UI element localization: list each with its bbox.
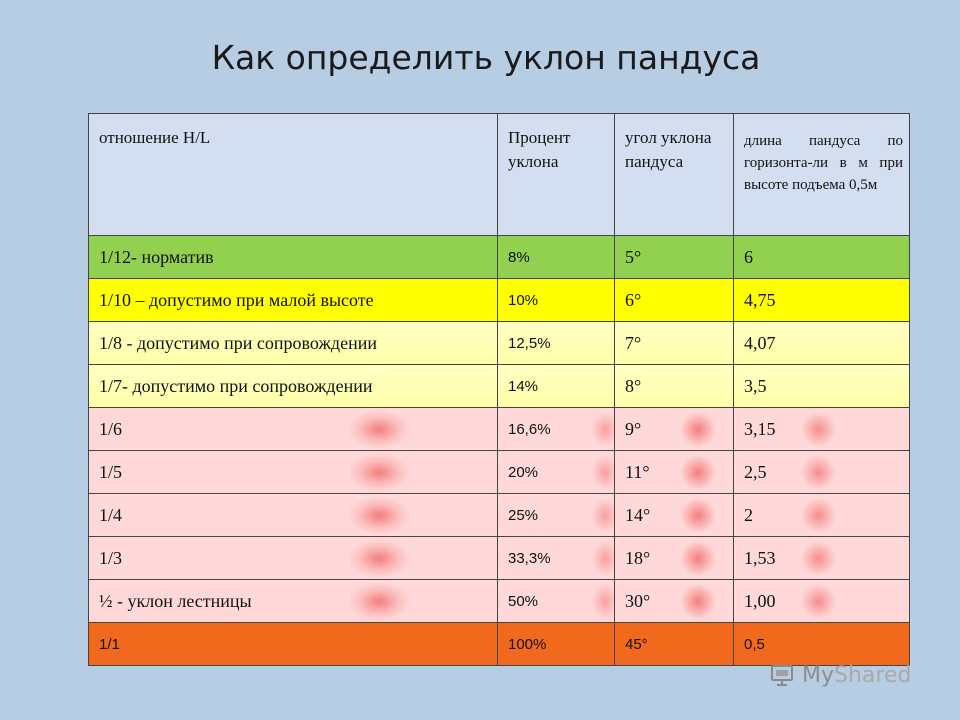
slide-title: Как определить уклон пандуса — [211, 38, 761, 77]
cell-angle: 7° — [614, 321, 734, 365]
cell-ratio: 1/1 — [88, 622, 498, 666]
cell-angle: 5° — [614, 235, 734, 279]
presentation-icon — [771, 665, 793, 686]
cell-angle: 9° — [614, 407, 734, 451]
table-header-row: отношение H/L Процент уклона угол уклона… — [88, 113, 910, 236]
table-row: 1/12- норматив 8% 5° 6 — [88, 235, 910, 279]
watermark-part2: Shared — [834, 662, 912, 688]
table-row: 1/1 100% 45° 0,5 — [88, 622, 910, 666]
cell-angle: 45° — [614, 622, 734, 666]
watermark-part1: My — [802, 662, 835, 688]
header-ratio: отношение H/L — [88, 113, 498, 236]
cell-length: 1,00 — [733, 579, 910, 623]
cell-percent: 100% — [497, 622, 615, 666]
cell-length: 6 — [733, 235, 910, 279]
header-angle: угол уклона пандуса — [614, 113, 734, 236]
table-row: 1/5 20% 11° 2,5 — [88, 450, 910, 494]
table-row: ½ - уклон лестницы 50% 30° 1,00 — [88, 579, 910, 623]
cell-ratio: 1/12- норматив — [88, 235, 498, 279]
cell-length: 4,07 — [733, 321, 910, 365]
cell-ratio: 1/8 - допустимо при сопровождении — [88, 321, 498, 365]
myshared-watermark: My Shared — [770, 660, 911, 690]
header-percent: Процент уклона — [497, 113, 615, 236]
cell-length: 1,53 — [733, 536, 910, 580]
cell-angle: 8° — [614, 364, 734, 408]
table-row: 1/3 33,3% 18° 1,53 — [88, 536, 910, 580]
cell-ratio: 1/6 — [88, 407, 498, 451]
cell-length: 4,75 — [733, 278, 910, 322]
cell-angle: 14° — [614, 493, 734, 537]
cell-percent: 20% — [497, 450, 615, 494]
cell-angle: 11° — [614, 450, 734, 494]
cell-angle: 6° — [614, 278, 734, 322]
cell-ratio: 1/3 — [88, 536, 498, 580]
table-row: 1/7- допустимо при сопровождении 14% 8° … — [88, 364, 910, 408]
table-row: 1/10 – допустимо при малой высоте 10% 6°… — [88, 278, 910, 322]
cell-ratio: 1/4 — [88, 493, 498, 537]
cell-ratio: ½ - уклон лестницы — [88, 579, 498, 623]
table-row: 1/4 25% 14° 2 — [88, 493, 910, 537]
cell-length: 3,15 — [733, 407, 910, 451]
cell-percent: 8% — [497, 235, 615, 279]
cell-length: 0,5 — [733, 622, 910, 666]
cell-ratio: 1/10 – допустимо при малой высоте — [88, 278, 498, 322]
cell-percent: 33,3% — [497, 536, 615, 580]
table-row: 1/8 - допустимо при сопровождении 12,5% … — [88, 321, 910, 365]
header-length: длина пандуса по горизонта-ли в м при вы… — [733, 113, 910, 236]
cell-length: 2 — [733, 493, 910, 537]
cell-length: 2,5 — [733, 450, 910, 494]
cell-angle: 18° — [614, 536, 734, 580]
cell-percent: 12,5% — [497, 321, 615, 365]
cell-ratio: 1/7- допустимо при сопровождении — [88, 364, 498, 408]
cell-percent: 25% — [497, 493, 615, 537]
cell-percent: 10% — [497, 278, 615, 322]
cell-angle: 30° — [614, 579, 734, 623]
ramp-slope-table: отношение H/L Процент уклона угол уклона… — [88, 113, 910, 666]
cell-percent: 16,6% — [497, 407, 615, 451]
cell-percent: 14% — [497, 364, 615, 408]
cell-length: 3,5 — [733, 364, 910, 408]
cell-ratio: 1/5 — [88, 450, 498, 494]
table-row: 1/6 16,6% 9° 3,15 — [88, 407, 910, 451]
cell-percent: 50% — [497, 579, 615, 623]
